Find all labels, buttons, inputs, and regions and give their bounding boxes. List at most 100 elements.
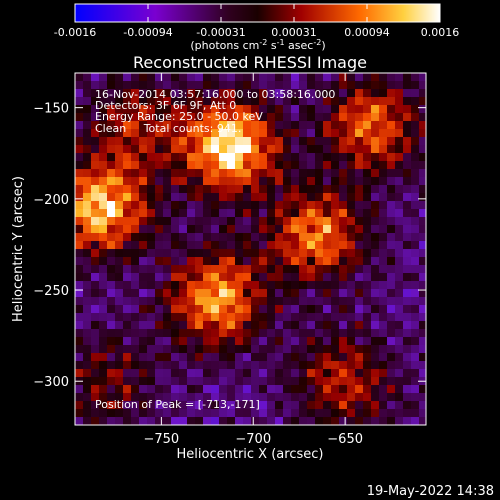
heatmap-cell xyxy=(283,361,291,369)
heatmap-cell xyxy=(171,97,179,105)
heatmap-cell xyxy=(355,73,363,81)
heatmap-cell xyxy=(219,113,227,121)
heatmap-cell xyxy=(83,369,91,377)
heatmap-cell xyxy=(379,225,387,233)
heatmap-cell xyxy=(403,97,411,105)
heatmap-cell xyxy=(363,297,371,305)
heatmap-cell xyxy=(251,209,259,217)
heatmap-cell xyxy=(371,393,379,401)
heatmap-cell xyxy=(203,97,211,105)
heatmap-cell xyxy=(339,321,347,329)
heatmap-cell xyxy=(411,409,419,417)
heatmap-cell xyxy=(123,385,131,393)
heatmap-cell xyxy=(403,265,411,273)
heatmap-cell xyxy=(171,129,179,137)
heatmap-cell xyxy=(259,289,267,297)
heatmap-cell xyxy=(307,305,315,313)
heatmap-cell xyxy=(347,297,355,305)
heatmap-cell xyxy=(355,385,363,393)
x-tick-label: −650 xyxy=(327,432,363,447)
heatmap-cell xyxy=(283,217,291,225)
heatmap-cell xyxy=(267,329,275,337)
heatmap-cell xyxy=(235,345,243,353)
heatmap-cell xyxy=(83,177,91,185)
heatmap-cell xyxy=(331,305,339,313)
heatmap-cell xyxy=(291,129,299,137)
colorbar-tick-label: -0.00094 xyxy=(123,26,172,39)
heatmap-cell xyxy=(123,417,131,425)
heatmap-cell xyxy=(219,105,227,113)
heatmap-cell xyxy=(123,361,131,369)
heatmap-cell xyxy=(323,393,331,401)
heatmap-cell xyxy=(139,161,147,169)
heatmap-cell xyxy=(115,265,123,273)
heatmap-cell xyxy=(107,129,115,137)
heatmap-cell xyxy=(259,225,267,233)
heatmap-cell xyxy=(195,329,203,337)
heatmap-cell xyxy=(291,193,299,201)
heatmap-cell xyxy=(171,305,179,313)
heatmap-cell xyxy=(371,377,379,385)
heatmap-cell xyxy=(107,201,115,209)
heatmap-cell xyxy=(251,401,259,409)
heatmap-cell xyxy=(371,241,379,249)
heatmap-cell xyxy=(259,145,267,153)
heatmap-cell xyxy=(299,401,307,409)
heatmap-cell xyxy=(115,105,123,113)
heatmap-cell xyxy=(403,193,411,201)
annotation-energy-range: Energy Range: 25.0 - 50.0 keV xyxy=(95,110,263,123)
heatmap-cell xyxy=(307,281,315,289)
heatmap-cell xyxy=(331,89,339,97)
y-tick-label: −250 xyxy=(33,284,69,299)
heatmap-cell xyxy=(259,369,267,377)
heatmap-cell xyxy=(171,257,179,265)
heatmap-cell xyxy=(195,361,203,369)
heatmap-cell xyxy=(323,385,331,393)
heatmap-cell xyxy=(251,297,259,305)
heatmap-cell xyxy=(283,81,291,89)
heatmap-cell xyxy=(419,321,426,329)
heatmap-cell xyxy=(323,193,331,201)
heatmap-cell xyxy=(155,369,163,377)
heatmap-cell xyxy=(275,257,283,265)
heatmap-cell xyxy=(275,313,283,321)
heatmap-cell xyxy=(123,161,131,169)
heatmap-cell xyxy=(283,305,291,313)
heatmap-cell xyxy=(291,393,299,401)
heatmap-cell xyxy=(123,153,131,161)
heatmap-cell xyxy=(371,129,379,137)
heatmap-cell xyxy=(219,401,227,409)
heatmap-cell xyxy=(227,73,235,81)
heatmap-cell xyxy=(211,225,219,233)
heatmap-cell xyxy=(219,361,227,369)
heatmap-cell xyxy=(131,209,139,217)
heatmap-cell xyxy=(219,177,227,185)
heatmap-cell xyxy=(123,369,131,377)
heatmap-cell xyxy=(83,305,91,313)
heatmap-cell xyxy=(147,257,155,265)
heatmap-cell xyxy=(299,249,307,257)
heatmap-cell xyxy=(243,265,251,273)
heatmap-cell xyxy=(155,185,163,193)
heatmap-cell xyxy=(283,121,291,129)
heatmap-cell xyxy=(243,273,251,281)
heatmap-cell xyxy=(387,113,395,121)
heatmap-cell xyxy=(411,377,419,385)
heatmap-cell xyxy=(227,105,235,113)
heatmap-cell xyxy=(323,81,331,89)
heatmap-cell xyxy=(195,321,203,329)
heatmap-cell xyxy=(347,201,355,209)
heatmap-cell xyxy=(91,329,99,337)
heatmap-cell xyxy=(251,177,259,185)
heatmap-cell xyxy=(387,73,395,81)
heatmap-cell xyxy=(259,105,267,113)
heatmap-cell xyxy=(355,217,363,225)
heatmap-cell xyxy=(147,409,155,417)
heatmap-cell xyxy=(187,105,195,113)
heatmap-cell xyxy=(371,249,379,257)
heatmap-cell xyxy=(331,345,339,353)
heatmap-cell xyxy=(211,113,219,121)
heatmap-cell xyxy=(107,225,115,233)
heatmap-cell xyxy=(115,273,123,281)
heatmap-cell xyxy=(403,153,411,161)
